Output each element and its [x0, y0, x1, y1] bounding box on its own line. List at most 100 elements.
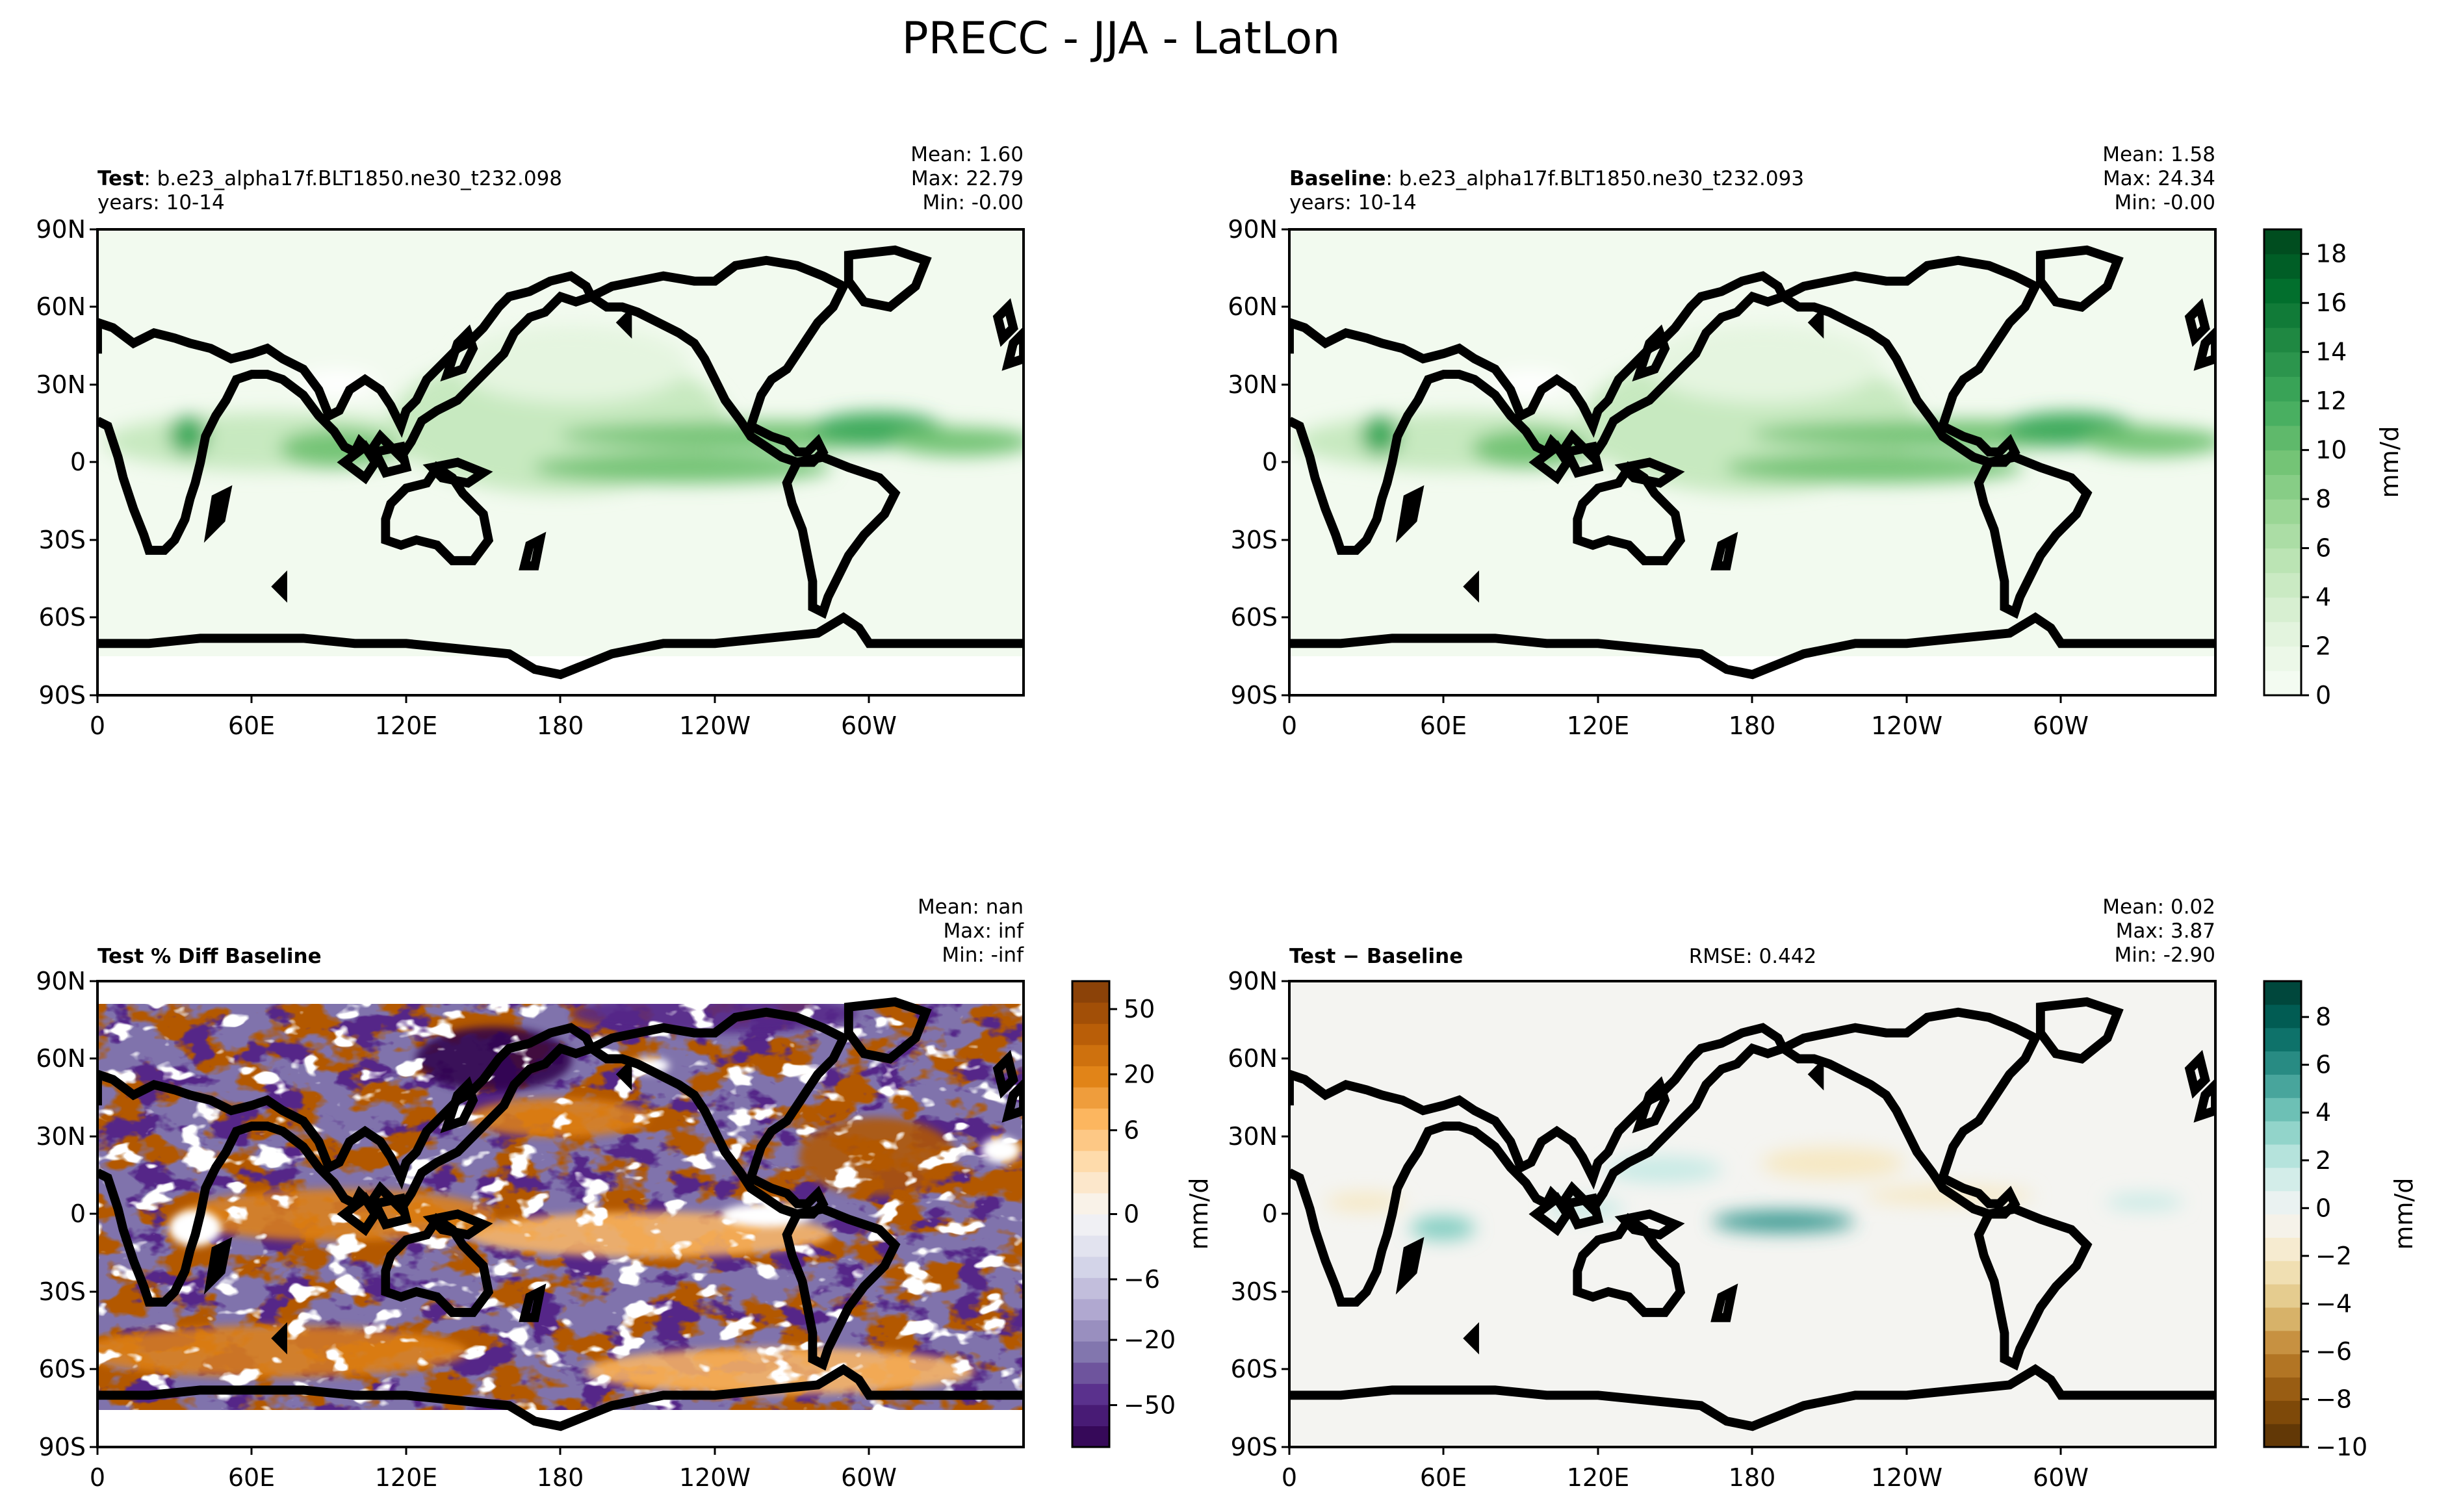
colorbar-band: [1072, 1214, 1109, 1236]
colorbar-band: [2264, 1400, 2301, 1424]
colorbar-tick-label: 6: [2315, 1051, 2331, 1079]
colorbar-greens-ticks: 0 2 4 6 8 10 12 14 16 18: [2301, 240, 2347, 710]
lat-tick: 30N: [1228, 1122, 1278, 1151]
colorbar-band: [1072, 1172, 1109, 1194]
colorbar-tick-label: 2: [2315, 1146, 2331, 1175]
panel-diff: Test − Baseline RMSE: 0.442 Mean: 0.02 M…: [1228, 895, 2217, 1492]
lat-tick: 60S: [39, 1355, 86, 1383]
colorbar-band: [2264, 548, 2301, 573]
colorbar-greens-frame: [2263, 228, 2302, 697]
lat-tick: 30S: [39, 526, 86, 554]
colorbar-tick-label: 0: [2315, 1194, 2331, 1222]
colorbar-band: [2264, 1051, 2301, 1075]
lat-tick: 30S: [39, 1277, 86, 1306]
panel-test-max: Max: 22.79: [911, 167, 1024, 190]
panel-baseline-title: Baseline: b.e23_alpha17f.BLT1850.ne30_t2…: [1289, 167, 1804, 190]
colorbar-tick-label: 16: [2315, 288, 2347, 317]
lon-tick: 120E: [1567, 1463, 1630, 1492]
colorbar-band: [2264, 1004, 2301, 1029]
lat-tick: 0: [70, 1199, 86, 1228]
colorbar-band: [2264, 1284, 2301, 1308]
colorbar-tick-label: −6: [2315, 1337, 2352, 1366]
lon-tick: 120W: [679, 711, 751, 740]
panel-test-min: Min: -0.00: [922, 191, 1024, 214]
lat-tick: 90N: [1228, 215, 1278, 244]
panel-diff-title: Test − Baseline: [1289, 945, 1463, 968]
lat-tick: 30N: [1228, 370, 1278, 399]
colorbar-tick-label: 4: [2315, 1098, 2331, 1127]
colorbar-band: [2264, 1167, 2301, 1192]
panel-baseline-min: Min: -0.00: [2114, 191, 2215, 214]
lat-tick: 30S: [1231, 1277, 1278, 1306]
colorbar-band: [1072, 1002, 1109, 1024]
colorbar-band: [1072, 1383, 1109, 1405]
panel-baseline-lat-ticks: 90N 60N 30N 0 30S 60S 90S: [1228, 215, 1278, 710]
colorbar-band: [2264, 499, 2301, 524]
lon-tick: 60W: [841, 1463, 897, 1492]
colorbar-band: [1072, 1426, 1109, 1448]
panel-test: Test: b.e23_alpha17f.BLT1850.ne30_t232.0…: [36, 143, 1025, 740]
colorbar-band: [2264, 1190, 2301, 1215]
panel-diff-field: [1289, 981, 2215, 1447]
lat-tick: 60N: [1228, 292, 1278, 321]
panel-test-title-rest: : b.e23_alpha17f.BLT1850.ne30_t232.098: [144, 167, 562, 190]
colorbar-band: [1072, 1341, 1109, 1363]
lat-tick: 90N: [36, 215, 86, 244]
colorbar-band: [2264, 401, 2301, 426]
colorbar-tick-label: 8: [2315, 485, 2331, 513]
lon-tick: 120E: [1567, 711, 1630, 740]
panel-pct-diff-field: [97, 981, 1024, 1447]
colorbar-band: [2264, 352, 2301, 378]
lat-tick: 90S: [1231, 681, 1278, 710]
lat-tick: 0: [70, 448, 86, 476]
panel-pct-diff-tickmarks: [90, 980, 870, 1455]
lat-tick: 60S: [39, 603, 86, 632]
colorbar-band: [2264, 229, 2301, 255]
panel-diff-min: Min: -2.90: [2114, 943, 2215, 967]
colorbar-band: [2264, 1121, 2301, 1145]
panel-diff-max: Max: 3.87: [2116, 919, 2215, 943]
colorbar-band: [2264, 1261, 2301, 1285]
lon-tick: 180: [1729, 711, 1776, 740]
lat-tick: 60S: [1231, 603, 1278, 632]
colorbar-band: [2264, 450, 2301, 475]
colorbar-tick-label: 2: [2315, 632, 2331, 661]
colorbar-tick-label: −8: [2315, 1385, 2352, 1413]
lat-tick: 60S: [1231, 1355, 1278, 1383]
colorbar-diff-label: mm/d: [2390, 1178, 2418, 1250]
panel-test-title: Test: b.e23_alpha17f.BLT1850.ne30_t232.0…: [97, 167, 562, 190]
colorbar-band: [1072, 1129, 1109, 1151]
lon-tick: 120W: [1871, 711, 1942, 740]
lat-tick: 60N: [36, 292, 86, 321]
colorbar-pct-diff: 50 20 6 0 −6 −20 −50 mm/d: [1071, 980, 1213, 1448]
lat-tick: 0: [1262, 1199, 1278, 1228]
lat-tick: 90S: [39, 1433, 86, 1461]
colorbar-band: [2264, 671, 2301, 696]
colorbar-band: [1072, 1256, 1109, 1278]
lat-tick: 90N: [1228, 967, 1278, 995]
panel-test-mean: Mean: 1.60: [910, 143, 1024, 166]
colorbar-pct-diff-bands: [1072, 981, 1109, 1448]
panel-baseline-tickmarks: [1282, 228, 2062, 703]
lon-tick: 120E: [375, 1463, 438, 1492]
colorbar-tick-label: −6: [1124, 1265, 1160, 1294]
panel-pct-diff-lat-ticks: 90N 60N 30N 0 30S 60S 90S: [36, 967, 86, 1461]
lat-tick: 90S: [1231, 1433, 1278, 1461]
panel-baseline-title-bold: Baseline: [1289, 167, 1386, 190]
colorbar-band: [1072, 1108, 1109, 1130]
colorbar-band: [2264, 1214, 2301, 1238]
lat-tick: 0: [1262, 448, 1278, 476]
colorbar-tick-label: 18: [2315, 240, 2347, 268]
panel-diff-lat-ticks: 90N 60N 30N 0 30S 60S 90S: [1228, 967, 1278, 1461]
colorbar-band: [1072, 1086, 1109, 1109]
panel-baseline-field: [1289, 229, 2215, 695]
lat-tick: 30S: [1231, 526, 1278, 554]
colorbar-band: [1072, 1192, 1109, 1215]
colorbar-greens: 0 2 4 6 8 10 12 14 16 18 mm/d: [2263, 228, 2404, 710]
lon-tick: 180: [1729, 1463, 1776, 1492]
panel-test-field: [97, 229, 1024, 695]
lon-tick: 60W: [2033, 1463, 2089, 1492]
panel-test-title-bold: Test: [97, 167, 144, 190]
colorbar-tick-label: 6: [2315, 534, 2331, 563]
lon-tick: 60W: [841, 711, 897, 740]
